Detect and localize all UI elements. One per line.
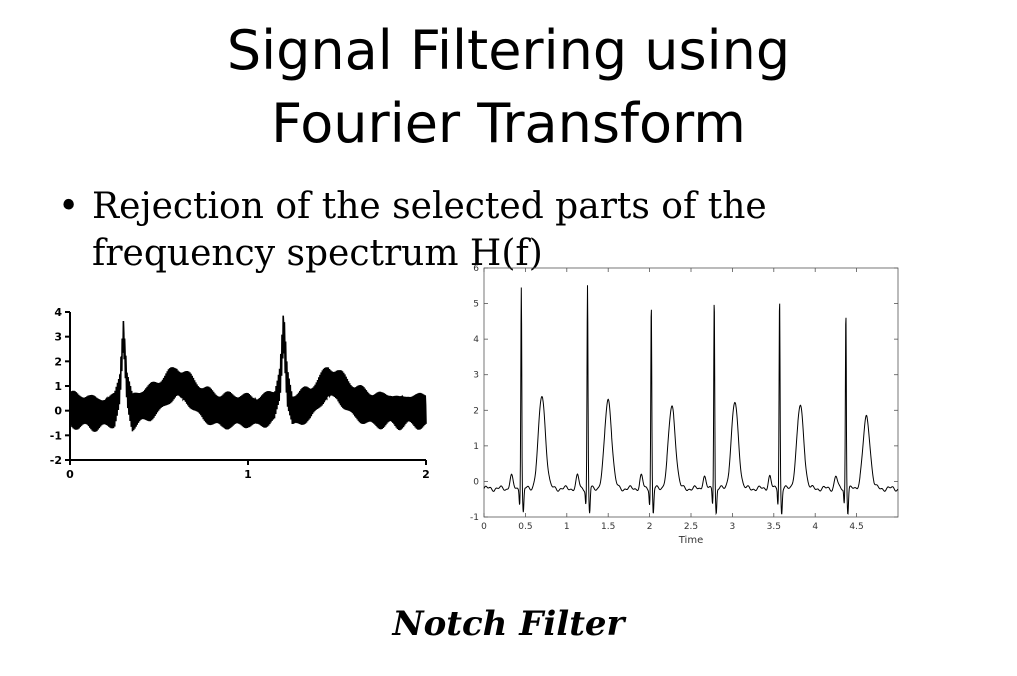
noisy-ecg-series [69,315,427,432]
x-tick-label: 0 [481,522,487,532]
title-line-2: Fourier Transform [271,92,746,155]
x-tick-label: 2 [647,522,653,532]
y-tick-label: 3 [54,331,62,344]
x-axis-label: Time [678,535,703,546]
y-tick-label: -1 [470,513,479,523]
noisy-ecg-chart: 4 3 2 1 0 -1 -2 0 1 2 [50,306,430,481]
y-tick-label: 1 [473,442,479,452]
y-tick-label: 3 [473,371,479,381]
bullet-dot-icon: • [58,186,80,227]
filtered-ecg-series [483,285,899,516]
y-tick-label: 2 [473,406,479,416]
title-line-1: Signal Filtering using [226,19,791,82]
y-tick-label: 0 [54,405,62,418]
y-tick-label: -1 [50,429,62,442]
y-tick-label: 2 [54,355,62,368]
y-tick-label: 6 [473,264,479,274]
slide-title: Signal Filtering using Fourier Transform [0,14,1017,160]
y-tick-label: -2 [50,454,62,467]
x-tick-label: 0.5 [518,522,532,532]
figure-caption: Notch Filter [392,604,625,644]
x-tick-label: 1.5 [601,522,615,532]
x-tick-label: 1 [564,522,570,532]
x-tick-label: 4.5 [849,522,863,532]
x-tick-label: 1 [244,468,252,481]
plot-frame [483,267,899,518]
y-tick-label: 1 [54,380,62,393]
y-tick-label: 0 [473,477,479,487]
bullet-text: Rejection of the selected parts of the f… [92,186,767,274]
y-tick-label: 5 [473,300,479,310]
x-tick-label: 2.5 [684,522,698,532]
x-tick-label: 3.5 [767,522,781,532]
x-tick-label: 0 [66,468,74,481]
y-tick-label: 4 [54,306,62,319]
x-tick-label: 2 [422,468,430,481]
y-tick-label: 4 [473,335,479,345]
x-tick-label: 4 [812,522,818,532]
x-tick-label: 3 [730,522,736,532]
